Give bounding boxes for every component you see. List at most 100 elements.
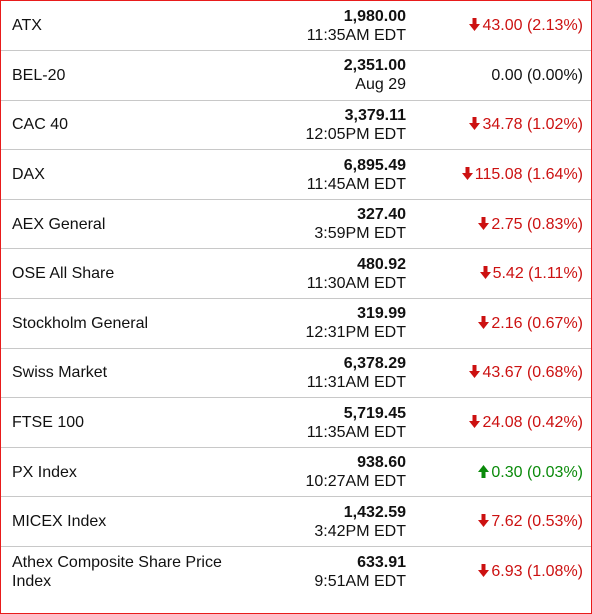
- index-change-cell: 115.08 (1.64%): [406, 149, 591, 200]
- table-row[interactable]: Stockholm General 319.99 12:31PM EDT 2.16 (…: [1, 298, 591, 349]
- index-change-value: 5.42 (1.11%): [492, 265, 583, 283]
- index-name[interactable]: MICEX Index: [1, 496, 263, 548]
- index-price: 1,980.00: [343, 7, 406, 25]
- index-name[interactable]: ATX: [1, 1, 263, 52]
- index-name[interactable]: BEL-20: [1, 50, 263, 101]
- table-row[interactable]: ATX 1,980.00 11:35AM EDT 43.00 (2.13%): [1, 1, 591, 52]
- index-change-value: 24.08 (0.42%): [482, 414, 583, 432]
- index-price-cell: 1,432.59 3:42PM EDT: [263, 496, 406, 548]
- table-row[interactable]: PX Index 938.60 10:27AM EDT 0.30 (0.03%): [1, 447, 591, 498]
- index-change: 115.08 (1.64%): [461, 166, 583, 184]
- arrow-down-icon: [469, 18, 481, 32]
- index-name[interactable]: FTSE 100: [1, 397, 263, 448]
- index-change: 2.75 (0.83%): [478, 216, 583, 233]
- index-change: 5.42 (1.11%): [479, 265, 583, 283]
- index-change-cell: 5.42 (1.11%): [406, 248, 591, 300]
- arrow-down-icon: [479, 266, 491, 280]
- index-name[interactable]: AEX General: [1, 199, 263, 250]
- arrow-up-icon: [478, 464, 490, 478]
- index-price: 6,895.49: [343, 156, 406, 174]
- index-price-cell: 327.40 3:59PM EDT: [263, 199, 406, 250]
- index-change: 0.30 (0.03%): [478, 464, 583, 481]
- index-change-value: 43.67 (0.68%): [482, 364, 583, 382]
- index-timestamp: 11:30AM EDT: [306, 274, 406, 292]
- index-price: 319.99: [357, 305, 406, 323]
- arrow-down-icon: [478, 564, 490, 578]
- index-change-cell: 2.75 (0.83%): [406, 199, 591, 250]
- index-change: 6.93 (1.08%): [478, 563, 583, 580]
- table-row[interactable]: AEX General 327.40 3:59PM EDT 2.75 (0.83%): [1, 199, 591, 250]
- index-change-value: 7.62 (0.53%): [491, 513, 583, 531]
- index-change-cell: 0.00 (0.00%): [406, 50, 591, 101]
- index-price-cell: 6,895.49 11:45AM EDT: [263, 149, 406, 200]
- index-price: 1,432.59: [343, 503, 406, 521]
- index-price: 2,351.00: [343, 57, 406, 75]
- index-price: 3,379.11: [344, 106, 406, 124]
- table-row[interactable]: Athex Composite Share Price Index 633.91 9…: [1, 547, 591, 597]
- index-timestamp: 11:31AM EDT: [306, 373, 406, 391]
- index-price-cell: 633.91 9:51AM EDT: [263, 547, 406, 597]
- index-timestamp: 10:27AM EDT: [305, 473, 406, 491]
- arrow-down-icon: [478, 216, 490, 230]
- index-name[interactable]: DAX: [1, 149, 263, 200]
- index-name[interactable]: CAC 40: [1, 100, 263, 151]
- index-name[interactable]: Swiss Market: [1, 348, 263, 399]
- index-change: 43.67 (0.68%): [469, 364, 583, 381]
- index-price-cell: 3,379.11 12:05PM EDT: [263, 100, 406, 151]
- index-change-value: 0.00 (0.00%): [491, 66, 583, 84]
- index-change-cell: 6.93 (1.08%): [406, 547, 591, 597]
- index-change-cell: 34.78 (1.02%): [406, 100, 591, 151]
- index-change-cell: 43.00 (2.13%): [406, 1, 591, 52]
- arrow-down-icon: [469, 117, 481, 131]
- index-change-value: 2.75 (0.83%): [491, 215, 583, 233]
- arrow-down-icon: [469, 415, 481, 429]
- index-timestamp: 3:59PM EDT: [314, 225, 406, 243]
- index-change: 2.16 (0.67%): [478, 315, 583, 332]
- table-row[interactable]: BEL-20 2,351.00 Aug 29 0.00 (0.00%): [1, 50, 591, 101]
- index-change: 7.62 (0.53%): [478, 513, 583, 530]
- arrow-down-icon: [478, 315, 490, 329]
- index-change: 34.78 (1.02%): [469, 116, 583, 133]
- index-price-cell: 1,980.00 11:35AM EDT: [263, 1, 406, 52]
- index-price: 480.92: [357, 255, 406, 273]
- table-row[interactable]: Swiss Market 6,378.29 11:31AM EDT 43.67 (0.…: [1, 348, 591, 399]
- index-change-value: 6.93 (1.08%): [491, 563, 583, 581]
- arrow-down-icon: [461, 167, 473, 181]
- indices-table-body: ATX 1,980.00 11:35AM EDT 43.00 (2.13%) BEL-2…: [1, 1, 591, 596]
- arrow-down-icon: [478, 514, 490, 528]
- index-name[interactable]: PX Index: [1, 447, 263, 498]
- table-row[interactable]: FTSE 100 5,719.45 11:35AM EDT 24.08 (0.42%): [1, 397, 591, 448]
- table-row[interactable]: CAC 40 3,379.11 12:05PM EDT 34.78 (1.02%): [1, 100, 591, 151]
- table-row[interactable]: OSE All Share 480.92 11:30AM EDT 5.42 (1.11…: [1, 248, 591, 300]
- index-change-cell: 2.16 (0.67%): [406, 298, 591, 349]
- index-change-cell: 24.08 (0.42%): [406, 397, 591, 448]
- index-price: 6,378.29: [343, 354, 406, 372]
- index-name[interactable]: OSE All Share: [1, 248, 263, 300]
- index-timestamp: 9:51AM EDT: [314, 572, 406, 590]
- index-price-cell: 480.92 11:30AM EDT: [263, 248, 406, 300]
- index-price-cell: 5,719.45 11:35AM EDT: [263, 397, 406, 448]
- index-price-cell: 2,351.00 Aug 29: [263, 50, 406, 101]
- index-name[interactable]: Athex Composite Share Price Index: [12, 553, 222, 590]
- index-price: 5,719.45: [343, 404, 406, 422]
- index-timestamp: 11:35AM EDT: [306, 26, 406, 44]
- index-change-cell: 7.62 (0.53%): [406, 496, 591, 548]
- table-row[interactable]: MICEX Index 1,432.59 3:42PM EDT 7.62 (0.53%…: [1, 496, 591, 548]
- index-price-cell: 938.60 10:27AM EDT: [263, 447, 406, 498]
- index-price: 327.40: [357, 206, 406, 224]
- index-change-value: 34.78 (1.02%): [482, 116, 583, 134]
- index-change-value: 0.30 (0.03%): [491, 463, 583, 481]
- table-row[interactable]: DAX 6,895.49 11:45AM EDT 115.08 (1.64%): [1, 149, 591, 200]
- index-price-cell: 6,378.29 11:31AM EDT: [263, 348, 406, 399]
- index-price: 938.60: [357, 454, 406, 472]
- index-name[interactable]: Stockholm General: [1, 298, 263, 349]
- market-indices-table: ATX 1,980.00 11:35AM EDT 43.00 (2.13%) BEL-2…: [1, 1, 591, 596]
- index-timestamp: 12:31PM EDT: [305, 324, 406, 342]
- index-timestamp: 3:42PM EDT: [314, 522, 406, 540]
- index-change-value: 115.08 (1.64%): [474, 166, 583, 184]
- index-change-cell: 43.67 (0.68%): [406, 348, 591, 399]
- index-change: 43.00 (2.13%): [469, 17, 583, 34]
- index-price-cell: 319.99 12:31PM EDT: [263, 298, 406, 349]
- index-timestamp: Aug 29: [355, 76, 406, 94]
